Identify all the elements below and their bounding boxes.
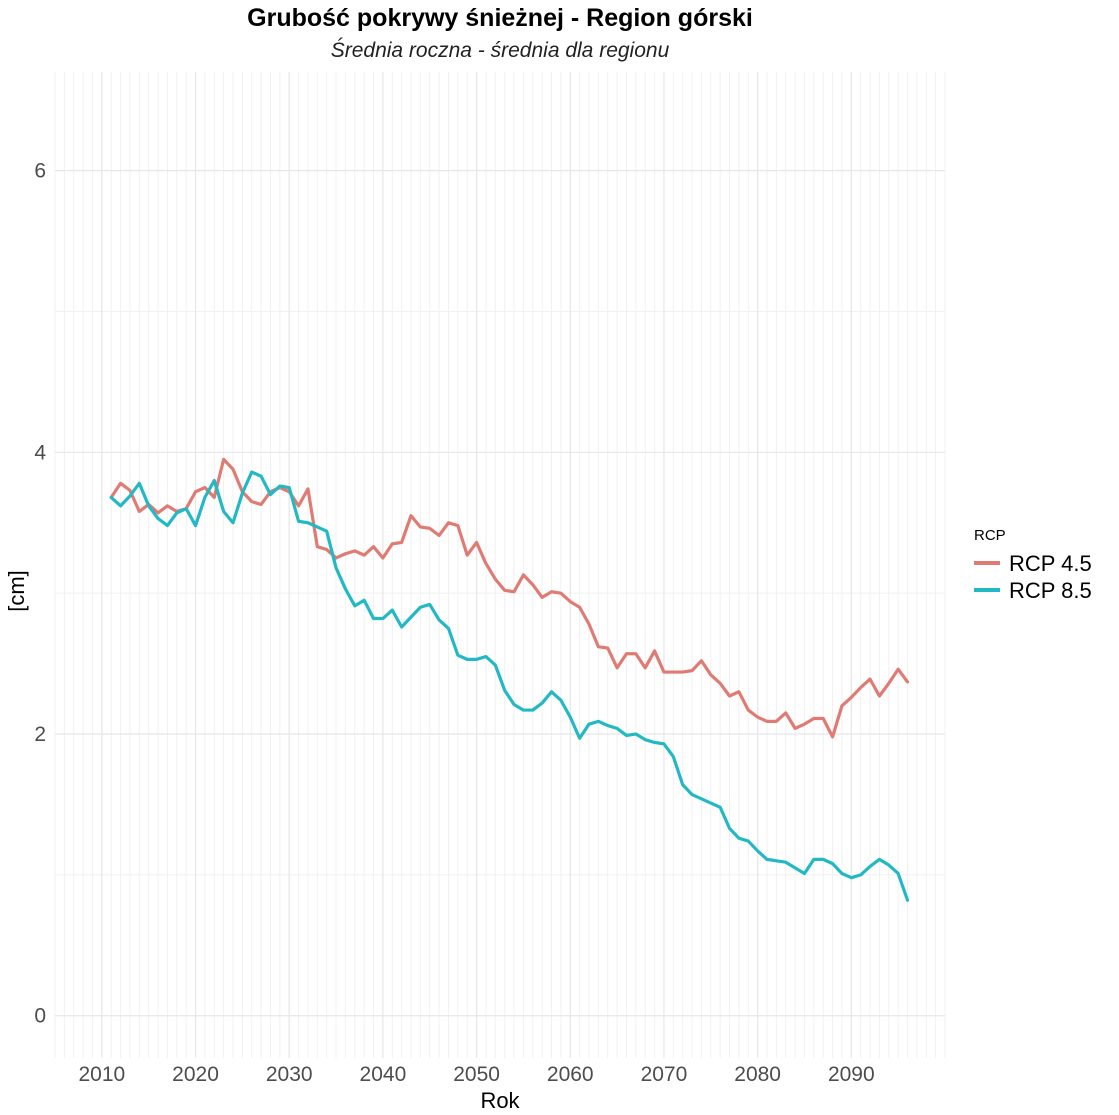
x-tick-label: 2090 <box>828 1063 875 1086</box>
chart-title: Grubość pokrywy śnieżnej - Region górski <box>247 4 753 32</box>
y-tick-label: 2 <box>34 723 46 746</box>
x-tick-label: 2060 <box>547 1063 594 1086</box>
series-line-rcp85 <box>109 470 910 902</box>
x-tick-label: 2010 <box>78 1063 125 1086</box>
x-tick-label: 2050 <box>453 1063 500 1086</box>
x-tick-label: 2020 <box>172 1063 219 1086</box>
chart-subtitle: Średnia roczna - średnia dla regionu <box>331 38 670 62</box>
y-axis-ticks: 0 2 4 6 <box>34 160 46 1028</box>
x-tick-label: 2070 <box>641 1063 688 1086</box>
x-tick-label: 2080 <box>734 1063 781 1086</box>
y-axis-title: [cm] <box>4 570 29 612</box>
major-grid <box>55 72 945 1058</box>
x-axis-ticks: 2010 2020 2030 2040 2050 2060 2070 2080 2090 <box>78 1063 874 1086</box>
legend-label-rcp85: RCP 8.5 <box>1009 578 1092 603</box>
x-tick-label: 2030 <box>266 1063 313 1086</box>
y-tick-label: 6 <box>34 160 46 183</box>
y-tick-label: 0 <box>34 1005 46 1028</box>
legend-label-rcp45: RCP 4.5 <box>1009 551 1092 576</box>
legend: RCP RCP 4.5 RCP 8.5 <box>974 527 1092 603</box>
series-layer <box>109 457 910 902</box>
x-tick-label: 2040 <box>360 1063 407 1086</box>
x-axis-title: Rok <box>480 1088 520 1113</box>
y-tick-label: 4 <box>34 441 46 464</box>
legend-title: RCP <box>974 527 1006 544</box>
